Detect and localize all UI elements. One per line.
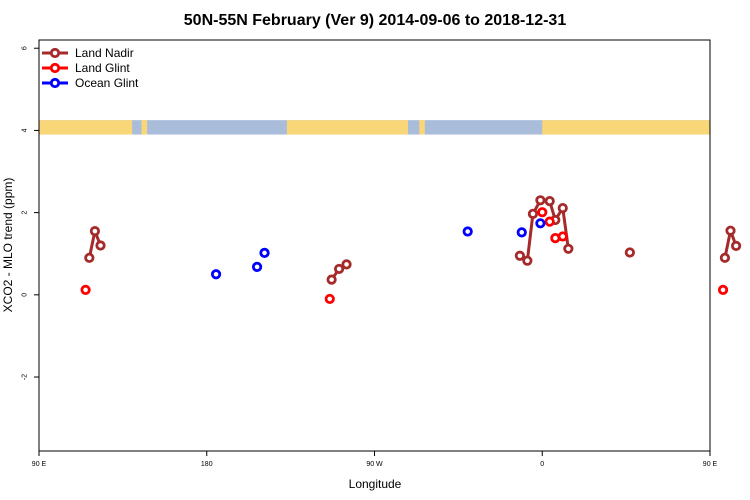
legend-label: Land Glint xyxy=(75,61,130,75)
legend-marker xyxy=(49,77,61,89)
series-land-nadir xyxy=(84,195,742,285)
x-tick-label: 90 W xyxy=(366,461,383,468)
land-nadir-point xyxy=(624,247,635,258)
land-glint-point xyxy=(80,284,91,295)
x-tick-label: 90 E xyxy=(32,461,47,468)
y-tick-label: 2 xyxy=(21,211,28,215)
ocean-glint-point xyxy=(462,226,473,237)
x-axis-label: Longitude xyxy=(349,477,402,491)
land-nadir-point xyxy=(514,250,525,261)
land-nadir-point xyxy=(84,252,95,263)
land-nadir-point xyxy=(544,196,555,207)
x-axis: 90 E 180 90 W 0 90 E xyxy=(32,451,718,468)
land-band-2 xyxy=(286,120,409,135)
ocean-glint-point xyxy=(210,269,222,280)
land-nadir-point xyxy=(522,255,533,266)
series-layer xyxy=(80,195,742,305)
y-tick-label: 6 xyxy=(21,46,28,50)
land-nadir-point xyxy=(326,274,337,285)
land-band-1 xyxy=(141,120,148,135)
land-nadir-point xyxy=(719,252,731,263)
y-tick-label: 0 xyxy=(21,293,28,297)
land-band-0 xyxy=(39,120,133,135)
land-glint-point xyxy=(324,293,335,305)
land-glint-point xyxy=(717,284,729,295)
y-axis: -2 0 2 4 6 xyxy=(21,46,39,380)
land-nadir-point xyxy=(527,208,539,219)
y-axis-label: XCO2 - MLO trend (ppm) xyxy=(1,178,15,313)
y-tick-label: 4 xyxy=(21,128,28,132)
ocean-glint-point xyxy=(516,227,527,238)
land-band-4 xyxy=(542,120,710,135)
x-tick-label: 0 xyxy=(540,461,544,468)
land-glint-point xyxy=(557,231,568,242)
series-ocean-glint xyxy=(210,218,546,280)
legend-item-land-glint: Land Glint xyxy=(42,61,130,75)
legend-item-land-nadir: Land Nadir xyxy=(42,46,134,60)
land-nadir-point xyxy=(730,240,742,252)
legend-label: Land Nadir xyxy=(75,46,134,60)
land-nadir-point xyxy=(341,259,352,270)
land-glint-point xyxy=(537,207,548,218)
land-nadir-point xyxy=(557,202,568,214)
legend-marker xyxy=(49,47,61,59)
x-tick-label: 90 E xyxy=(703,461,718,468)
plot-frame xyxy=(38,39,711,452)
land-strip xyxy=(39,120,710,135)
land-nadir-point xyxy=(725,225,736,236)
series-land-glint xyxy=(80,207,729,305)
land-nadir-point xyxy=(333,263,345,275)
ocean-glint-point xyxy=(259,247,270,258)
legend-label: Ocean Glint xyxy=(75,76,139,90)
land-nadir-point xyxy=(563,243,574,254)
land-nadir-point xyxy=(95,240,106,251)
land-band-3 xyxy=(419,120,425,135)
legend-item-ocean-glint: Ocean Glint xyxy=(42,76,139,90)
ocean-glint-point xyxy=(251,261,263,272)
chart-title: 50N-55N February (Ver 9) 2014-09-06 to 2… xyxy=(184,12,567,29)
land-nadir-point xyxy=(535,195,546,206)
land-glint-point xyxy=(544,216,555,227)
x-tick-label: 180 xyxy=(201,461,213,468)
legend-marker xyxy=(49,62,61,74)
ocean-glint-point xyxy=(535,218,546,229)
land-nadir-point xyxy=(89,226,101,237)
y-tick-label: -2 xyxy=(21,374,28,380)
